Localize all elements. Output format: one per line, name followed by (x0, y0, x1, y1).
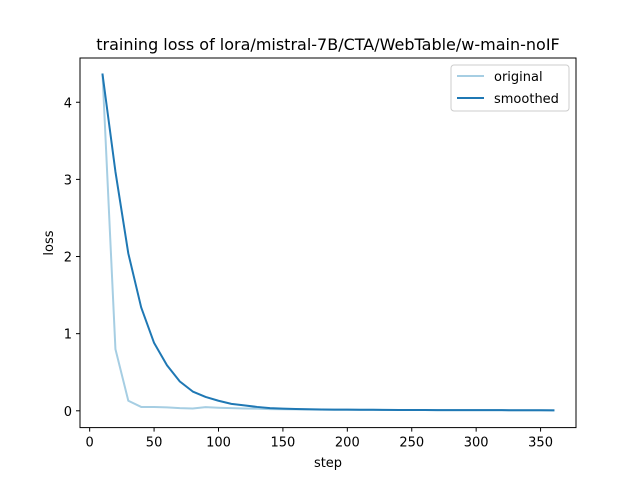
y-tick-label: 2 (64, 251, 72, 266)
legend-label-smoothed: smoothed (494, 92, 559, 107)
plot-frame (79, 57, 577, 429)
y-tick-label: 1 (64, 328, 72, 343)
x-tick-label: 0 (86, 436, 94, 451)
x-tick-label: 250 (399, 436, 424, 451)
y-tick-label: 0 (64, 405, 72, 420)
series-layer (101, 73, 555, 412)
x-axis-label: step (314, 456, 342, 471)
y-axis: 0 1 2 3 4 (64, 96, 80, 420)
x-tick-label: 300 (464, 436, 489, 451)
x-tick-label: 100 (206, 436, 231, 451)
legend-label-original: original (494, 70, 543, 85)
x-tick-label: 350 (528, 436, 553, 451)
chart-title: training loss of lora/mistral-7B/CTA/Web… (96, 35, 560, 54)
series-line-smoothed (101, 73, 555, 412)
y-tick-label: 4 (64, 96, 72, 111)
x-tick-label: 50 (146, 436, 163, 451)
x-axis: 0 50 100 150 200 250 300 350 (86, 427, 553, 451)
x-tick-label: 200 (335, 436, 360, 451)
legend: original smoothed (450, 64, 570, 112)
y-tick-label: 3 (64, 173, 72, 188)
y-axis-label: loss (42, 230, 57, 255)
x-tick-label: 150 (270, 436, 295, 451)
